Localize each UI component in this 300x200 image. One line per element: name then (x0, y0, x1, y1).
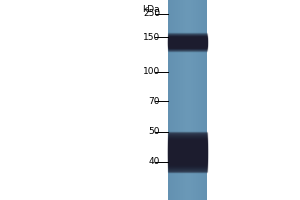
Text: kDa: kDa (142, 5, 160, 14)
Text: 70: 70 (148, 97, 160, 106)
Text: 100: 100 (143, 68, 160, 76)
Text: 50: 50 (148, 128, 160, 136)
Text: 150: 150 (143, 32, 160, 42)
Text: 40: 40 (148, 158, 160, 166)
Text: 250: 250 (143, 9, 160, 19)
